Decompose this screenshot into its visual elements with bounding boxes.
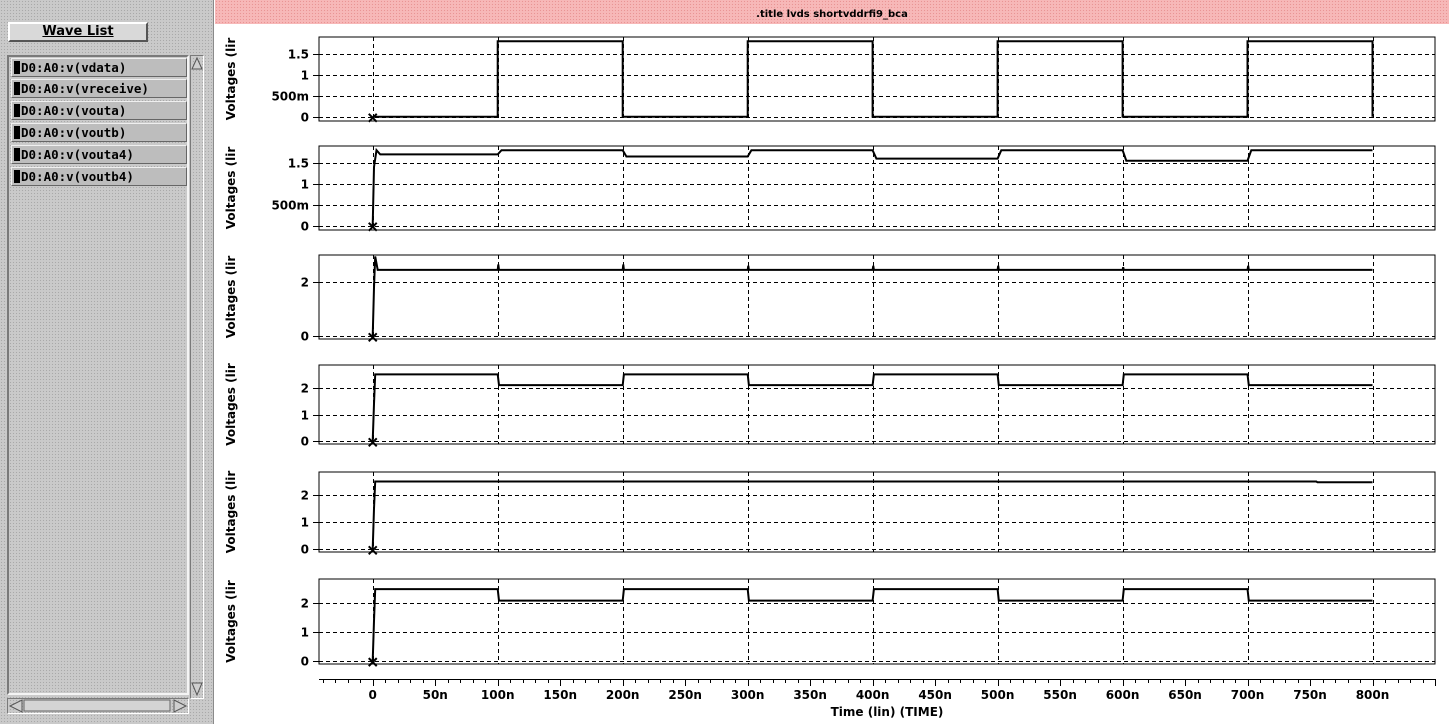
origin-marker-icon [368,545,378,555]
panel-frame [318,578,1436,665]
scroll-right-arrow-icon[interactable] [173,699,188,713]
wave-item-vdata[interactable]: D0:A0:v(vdata) [11,58,187,77]
x-tick-label: 600n [1106,688,1140,702]
y-tick-label: 1 [301,69,309,83]
x-tick-label: 250n [668,688,702,702]
wave-item-label: D0:A0:v(vdata) [21,60,127,75]
y-tick-label: 0 [301,330,309,344]
panel-frame [318,254,1436,340]
x-tick-label: 300n [731,688,765,702]
panel-frame [318,471,1436,553]
wave-item-label: D0:A0:v(vouta4) [21,147,134,162]
wave-list-horizontal-scrollbar[interactable] [7,698,189,714]
waveform-plot-area[interactable]: 0 500m 1 1.5 Voltages (lir 0 500m 1 1.5 Voltages … [215,24,1449,724]
wave-color-swatch [14,82,20,95]
y-tick-label: 500m [271,199,309,213]
y-tick-label: 1 [301,626,309,640]
waveform-trace [371,373,1373,442]
scroll-thumb[interactable] [23,699,171,712]
waveform-trace [372,40,1374,118]
y-tick-label: 2 [301,597,309,611]
x-tick-label: 450n [918,688,952,702]
wave-item-label: D0:A0:v(vouta) [21,103,127,118]
origin-marker-icon [368,113,378,123]
y-tick-label: 2 [301,276,309,290]
y-tick-label: 0 [301,655,309,669]
scroll-down-arrow-icon[interactable] [191,682,203,697]
x-tick-label: 650n [1168,688,1202,702]
plot-title: .title lvds shortvddrfi9_bca [756,9,908,20]
y-axis-label: Voltages (lir [224,147,238,230]
y-tick-label: 2 [301,489,309,503]
y-axis-label: Voltages (lir [224,580,238,663]
y-tick-label: 1 [301,409,309,423]
x-tick-label: 400n [856,688,890,702]
wave-item-vouta4[interactable]: D0:A0:v(vouta4) [11,145,187,164]
x-axis-label: Time (lin) (TIME) [831,705,944,719]
y-axis-label: Voltages (lir [224,363,238,446]
wave-item-label: D0:A0:v(voutb) [21,125,127,140]
scroll-left-arrow-icon[interactable] [8,699,23,713]
y-axis-label: Voltages (lir [224,38,238,121]
y-tick-label: 1 [301,516,309,530]
x-tick-label: 800n [1356,688,1390,702]
waveform-trace [371,147,1373,226]
panel-frame [318,36,1436,122]
y-tick-label: 1.5 [288,157,309,171]
y-tick-label: 0 [301,111,309,125]
x-tick-label: 750n [1293,688,1327,702]
wave-item-label: D0:A0:v(vreceive) [21,81,149,96]
y-tick-label: 1.5 [288,48,309,62]
x-tick-label: 550n [1043,688,1077,702]
x-tick-label: 350n [793,688,827,702]
y-tick-label: 0 [301,543,309,557]
y-tick-label: 1 [301,178,309,192]
wave-color-swatch [14,126,20,139]
x-tick-label: 50n [423,688,448,702]
wave-item-vouta[interactable]: D0:A0:v(vouta) [11,101,187,120]
wave-color-swatch [14,170,20,183]
wave-item-vreceive[interactable]: D0:A0:v(vreceive) [11,79,187,98]
x-tick-label: 0 [369,688,377,702]
origin-marker-icon [368,332,378,342]
y-tick-label: 0 [301,435,309,449]
panel-frame [318,364,1436,445]
wave-list: D0:A0:v(vdata) D0:A0:v(vreceive) D0:A0:v… [7,55,189,695]
plot-title-bar: .title lvds shortvddrfi9_bca [215,0,1449,24]
waveform-trace [371,480,1373,550]
x-tick-label: 150n [543,688,577,702]
origin-marker-icon [368,437,378,448]
wave-color-swatch [14,61,20,74]
wave-color-swatch [14,104,20,117]
waveform-trace [371,256,1373,337]
scroll-up-arrow-icon[interactable] [191,56,203,70]
waveform-plot: 0 500m 1 1.5 Voltages (lir 0 500m 1 1.5 Voltages … [224,36,1436,719]
x-tick-label: 100n [481,688,515,702]
wave-item-label: D0:A0:v(voutb4) [21,169,134,184]
origin-marker-icon [368,657,378,667]
x-tick-label: 200n [606,688,640,702]
y-tick-label: 0 [301,220,309,234]
wave-color-swatch [14,148,20,161]
origin-marker-icon [368,222,378,232]
wave-item-voutb[interactable]: D0:A0:v(voutb) [11,123,187,142]
y-tick-label: 2 [301,382,309,396]
wave-list-button[interactable]: Wave List [8,22,148,42]
x-tick-label: 500n [981,688,1015,702]
wave-list-vertical-scrollbar[interactable] [190,55,204,699]
wave-item-voutb4[interactable]: D0:A0:v(voutb4) [11,167,187,186]
x-tick-label: 700n [1231,688,1265,702]
y-axis-label: Voltages (lir [224,471,238,554]
y-axis-label: Voltages (lir [224,256,238,339]
waveform-trace [371,588,1373,662]
y-tick-label: 500m [271,90,309,104]
wave-list-panel: Wave List D0:A0:v(vdata) D0:A0:v(vreceiv… [0,0,214,724]
